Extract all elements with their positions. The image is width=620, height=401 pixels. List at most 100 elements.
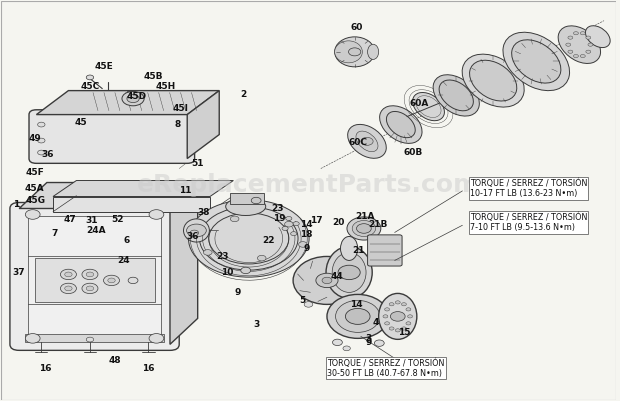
Polygon shape (53, 180, 233, 196)
Text: 14: 14 (299, 220, 312, 229)
Circle shape (86, 337, 94, 342)
Circle shape (38, 150, 45, 155)
Ellipse shape (379, 294, 417, 339)
Circle shape (38, 122, 45, 127)
Ellipse shape (326, 247, 372, 298)
Ellipse shape (293, 257, 361, 304)
Text: 7: 7 (51, 229, 58, 238)
Text: 52: 52 (112, 215, 124, 224)
Ellipse shape (439, 80, 473, 111)
Bar (230, 192, 264, 205)
Ellipse shape (335, 300, 380, 332)
Text: 60C: 60C (348, 138, 367, 147)
Circle shape (122, 91, 144, 106)
Polygon shape (53, 196, 210, 212)
Text: 17: 17 (309, 216, 322, 225)
Circle shape (384, 322, 389, 325)
Circle shape (285, 221, 293, 227)
Text: 44: 44 (330, 272, 343, 281)
Circle shape (401, 303, 406, 306)
Text: 45C: 45C (81, 82, 100, 91)
Circle shape (38, 138, 45, 143)
Circle shape (86, 286, 94, 291)
Circle shape (384, 308, 389, 311)
Text: 20: 20 (332, 218, 344, 227)
Circle shape (343, 346, 350, 351)
FancyBboxPatch shape (10, 203, 179, 350)
Text: 4: 4 (373, 318, 379, 327)
Text: 38: 38 (198, 208, 210, 217)
Circle shape (60, 283, 76, 294)
Text: 16: 16 (39, 364, 51, 373)
Circle shape (291, 232, 297, 236)
Text: 5: 5 (299, 296, 306, 305)
Text: 45H: 45H (156, 82, 176, 91)
Text: 10: 10 (221, 268, 233, 277)
Ellipse shape (332, 253, 366, 292)
Ellipse shape (585, 26, 610, 48)
Text: 2: 2 (241, 90, 247, 99)
Text: 48: 48 (108, 356, 121, 365)
Circle shape (338, 265, 360, 279)
Text: 23: 23 (216, 252, 229, 261)
Text: 45F: 45F (25, 168, 44, 177)
Text: 60A: 60A (410, 99, 429, 108)
Circle shape (86, 272, 94, 277)
Circle shape (257, 255, 266, 261)
Text: 45: 45 (74, 118, 87, 127)
Circle shape (374, 340, 384, 346)
Text: 19: 19 (273, 214, 286, 223)
Circle shape (251, 197, 261, 204)
Circle shape (60, 269, 76, 279)
Ellipse shape (469, 60, 517, 101)
Ellipse shape (226, 198, 266, 215)
Ellipse shape (347, 217, 381, 240)
Ellipse shape (327, 294, 389, 338)
Circle shape (389, 303, 394, 306)
Circle shape (128, 277, 138, 284)
Circle shape (127, 95, 140, 103)
Ellipse shape (368, 44, 379, 59)
Ellipse shape (340, 237, 358, 260)
Circle shape (348, 48, 361, 56)
Text: 36: 36 (187, 232, 199, 241)
Circle shape (406, 322, 411, 325)
Circle shape (149, 334, 164, 343)
Text: 21A: 21A (355, 212, 375, 221)
Circle shape (293, 222, 299, 226)
Circle shape (241, 267, 250, 273)
Circle shape (25, 334, 40, 343)
Circle shape (574, 32, 578, 35)
Polygon shape (37, 91, 219, 115)
Text: 24A: 24A (86, 226, 106, 235)
Circle shape (108, 278, 115, 283)
Circle shape (286, 217, 292, 221)
Circle shape (391, 312, 405, 321)
Text: 31: 31 (86, 216, 98, 225)
Text: 49: 49 (28, 134, 41, 143)
Ellipse shape (558, 26, 601, 63)
Text: 24: 24 (118, 256, 130, 265)
Circle shape (230, 216, 239, 222)
Ellipse shape (356, 131, 378, 152)
Text: 37: 37 (13, 268, 25, 277)
FancyBboxPatch shape (29, 110, 195, 163)
Circle shape (588, 43, 593, 46)
Ellipse shape (188, 200, 309, 277)
Circle shape (406, 308, 411, 311)
Circle shape (383, 315, 388, 318)
Circle shape (345, 308, 370, 324)
Bar (25, 334, 164, 342)
Circle shape (322, 277, 332, 284)
Text: 8: 8 (175, 120, 181, 129)
Ellipse shape (348, 124, 386, 158)
Text: eReplacementParts.com: eReplacementParts.com (137, 172, 480, 196)
Circle shape (401, 327, 406, 330)
Text: 45E: 45E (95, 62, 113, 71)
Bar (29, 217, 161, 338)
Circle shape (586, 50, 591, 53)
Text: TORQUE / SERREZ / TORSIÓN
30-50 FT LB (40.7-67.8 N•m): TORQUE / SERREZ / TORSIÓN 30-50 FT LB (4… (327, 358, 445, 378)
Ellipse shape (335, 41, 362, 63)
Circle shape (580, 55, 585, 58)
Bar (127, 91, 135, 102)
